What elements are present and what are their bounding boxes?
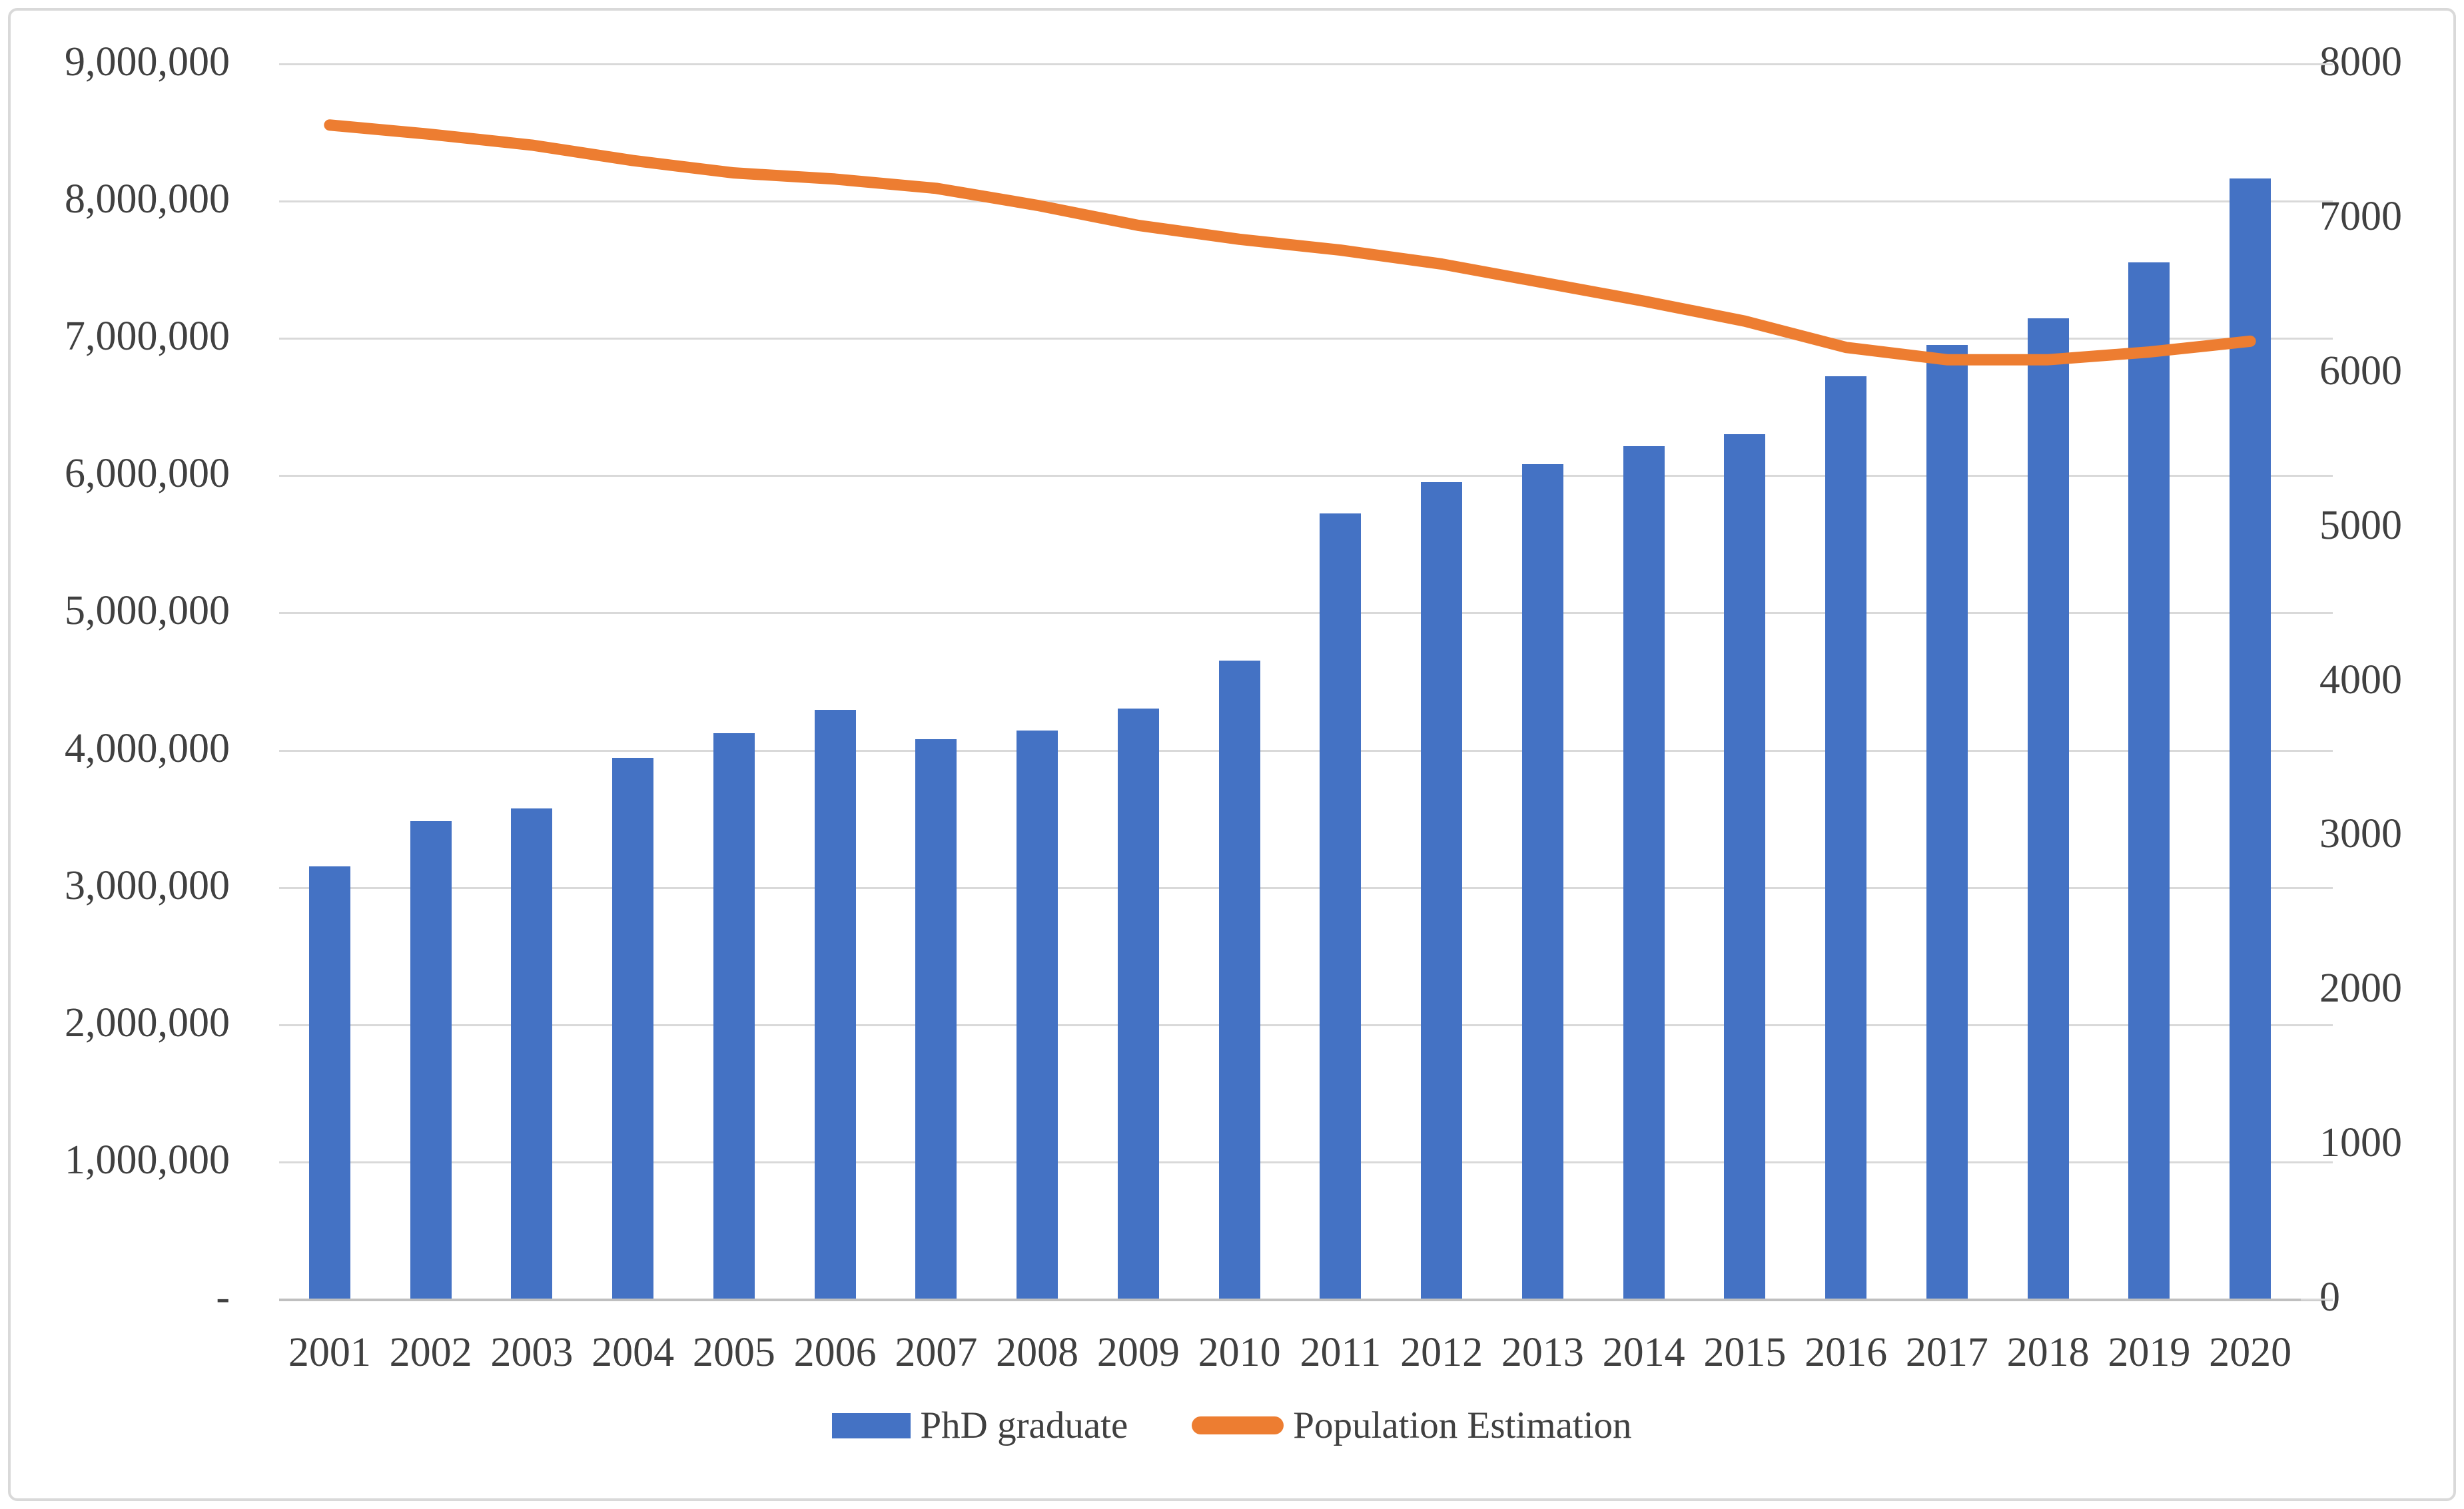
- bar-2003: [511, 808, 553, 1299]
- right-axis-tick-mark: [2301, 338, 2333, 340]
- bar-2006: [814, 709, 856, 1299]
- right-axis-tick-label: 3000: [2319, 811, 2402, 857]
- bar-2020: [2230, 178, 2271, 1299]
- x-axis-label-2020: 2020: [2209, 1330, 2292, 1375]
- x-axis-label-2001: 2001: [288, 1330, 371, 1375]
- gridline: [279, 475, 2301, 477]
- bar-2009: [1117, 708, 1159, 1299]
- bar-2008: [1017, 730, 1058, 1299]
- bar-2014: [1623, 446, 1665, 1299]
- bar-2011: [1320, 513, 1362, 1299]
- gridline: [279, 1024, 2301, 1026]
- right-axis-tick-label: 6000: [2319, 348, 2402, 394]
- bar-2002: [410, 820, 452, 1299]
- bar-2018: [2027, 318, 2069, 1299]
- x-axis-label-2016: 2016: [1805, 1330, 1888, 1375]
- legend-item-population-estimation: Population Estimation: [1192, 1404, 1632, 1447]
- gridline: [279, 1161, 2301, 1163]
- x-axis-label-2017: 2017: [1905, 1330, 1988, 1375]
- bar-2019: [2128, 262, 2170, 1299]
- right-axis-tick-mark: [2301, 749, 2333, 752]
- x-axis-label-2015: 2015: [1703, 1330, 1787, 1375]
- bar-2005: [713, 733, 755, 1299]
- right-axis-tick-mark: [2301, 612, 2333, 615]
- legend-label-phd-graduate: PhD graduate: [920, 1404, 1128, 1446]
- right-axis-tick-mark: [2301, 1024, 2333, 1026]
- x-axis-label-2008: 2008: [996, 1330, 1079, 1375]
- bar-2017: [1926, 344, 1968, 1299]
- gridline: [279, 200, 2301, 203]
- bar-2004: [612, 757, 654, 1299]
- gridline: [279, 749, 2301, 752]
- left-axis-tick-label: -: [216, 1275, 230, 1321]
- x-axis-label-2012: 2012: [1400, 1330, 1483, 1375]
- x-axis-label-2003: 2003: [490, 1330, 574, 1375]
- right-axis-tick-mark: [2301, 475, 2333, 477]
- bar-2010: [1218, 660, 1260, 1299]
- legend-label-population-estimation: Population Estimation: [1293, 1404, 1632, 1446]
- x-axis-label-2013: 2013: [1501, 1330, 1584, 1375]
- left-axis-tick-label: 3,000,000: [65, 862, 230, 908]
- bar-2001: [308, 866, 350, 1299]
- right-axis-tick-label: 1000: [2319, 1120, 2402, 1166]
- left-axis-tick-label: 1,000,000: [65, 1137, 230, 1183]
- right-axis-tick-mark: [2301, 200, 2333, 203]
- right-axis-tick-label: 2000: [2319, 966, 2402, 1012]
- right-axis-tick-label: 4000: [2319, 657, 2402, 703]
- x-axis-label-2002: 2002: [389, 1330, 472, 1375]
- gridline: [279, 612, 2301, 615]
- bar-2016: [1825, 376, 1867, 1299]
- right-axis-tick-mark: [2301, 1161, 2333, 1163]
- bar-2012: [1421, 481, 1463, 1299]
- right-axis-tick-mark: [2301, 63, 2333, 65]
- x-axis-label-2007: 2007: [895, 1330, 978, 1375]
- legend: PhD graduate Population Estimation: [0, 1404, 2464, 1447]
- left-axis-tick-label: 6,000,000: [65, 451, 230, 497]
- right-axis-tick-label: 0: [2319, 1275, 2340, 1321]
- right-axis-tick-label: 7000: [2319, 193, 2402, 239]
- x-axis-line: [279, 1299, 2333, 1301]
- right-axis-tick-label: 5000: [2319, 502, 2402, 548]
- line-swatch-icon: [1192, 1416, 1284, 1434]
- gridline: [279, 886, 2301, 889]
- left-axis-tick-label: 8,000,000: [65, 176, 230, 222]
- right-axis-tick-mark: [2301, 886, 2333, 889]
- bar-2013: [1521, 463, 1563, 1299]
- right-axis-tick-mark: [2301, 1299, 2333, 1301]
- bar-2007: [915, 739, 957, 1299]
- x-axis-label-2009: 2009: [1096, 1330, 1180, 1375]
- left-axis-tick-label: 9,000,000: [65, 39, 230, 85]
- gridline: [279, 338, 2301, 340]
- left-axis-tick-label: 4,000,000: [65, 725, 230, 771]
- right-axis-tick-label: 8000: [2319, 39, 2402, 85]
- x-axis-label-2011: 2011: [1300, 1330, 1382, 1375]
- left-axis-tick-label: 7,000,000: [65, 314, 230, 360]
- left-axis-tick-label: 2,000,000: [65, 1000, 230, 1046]
- x-axis-label-2019: 2019: [2108, 1330, 2191, 1375]
- x-axis-label-2014: 2014: [1602, 1330, 1685, 1375]
- population-estimation-line: [324, 119, 2256, 366]
- x-axis-label-2004: 2004: [592, 1330, 675, 1375]
- x-axis-label-2006: 2006: [793, 1330, 877, 1375]
- gridline: [279, 63, 2301, 65]
- left-axis-tick-label: 5,000,000: [65, 588, 230, 634]
- bar-swatch-icon: [832, 1412, 911, 1438]
- x-axis-label-2010: 2010: [1198, 1330, 1281, 1375]
- legend-item-phd-graduate: PhD graduate: [832, 1404, 1128, 1447]
- bar-2015: [1724, 434, 1766, 1299]
- x-axis-label-2005: 2005: [692, 1330, 775, 1375]
- x-axis-label-2018: 2018: [2006, 1330, 2090, 1375]
